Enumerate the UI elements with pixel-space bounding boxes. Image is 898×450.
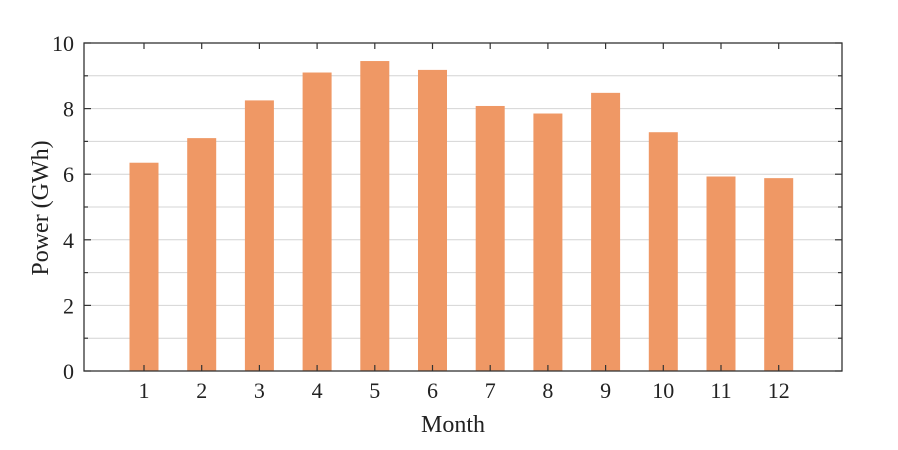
x-tick-label: 6 bbox=[427, 378, 438, 403]
axes bbox=[83, 42, 843, 372]
x-axis-label: Month bbox=[421, 412, 485, 438]
y-tick-label: 2 bbox=[63, 293, 74, 318]
bar-11 bbox=[706, 176, 736, 371]
x-tick-label: 7 bbox=[485, 378, 496, 403]
bars bbox=[129, 61, 794, 372]
y-tick-label: 0 bbox=[63, 359, 74, 384]
y-tick-label: 6 bbox=[63, 162, 74, 187]
bar-5 bbox=[360, 61, 390, 371]
x-tick-label: 1 bbox=[139, 378, 150, 403]
x-tick-label: 12 bbox=[768, 378, 790, 403]
bar-8 bbox=[533, 113, 563, 372]
y-tick-labels: 0 2 4 6 8 10 bbox=[52, 31, 74, 384]
bar-10 bbox=[648, 132, 678, 371]
bar-7 bbox=[475, 105, 505, 371]
x-tick-label: 2 bbox=[196, 378, 207, 403]
y-tick-label: 10 bbox=[52, 31, 74, 56]
x-tick-label: 9 bbox=[600, 378, 611, 403]
bar-6 bbox=[418, 69, 447, 372]
x-tick-label: 4 bbox=[312, 378, 323, 403]
x-tick-label: 3 bbox=[254, 378, 265, 403]
y-axis-label: Power (GWh) bbox=[28, 140, 54, 275]
y-tick-label: 8 bbox=[63, 97, 74, 122]
x-tick-label: 8 bbox=[542, 378, 553, 403]
bar-9 bbox=[591, 92, 621, 371]
bar-2 bbox=[187, 138, 217, 371]
y-tick-label: 4 bbox=[63, 228, 74, 253]
x-tick-label: 11 bbox=[710, 378, 731, 403]
x-tick-label: 10 bbox=[652, 378, 674, 403]
bar-1 bbox=[129, 162, 159, 371]
x-tick-labels: 1 2 3 4 5 6 7 8 9 10 11 12 bbox=[139, 378, 790, 403]
bar-12 bbox=[764, 178, 794, 371]
x-tick-label: 5 bbox=[369, 378, 380, 403]
bar-3 bbox=[244, 100, 274, 372]
bar-4 bbox=[302, 72, 332, 372]
